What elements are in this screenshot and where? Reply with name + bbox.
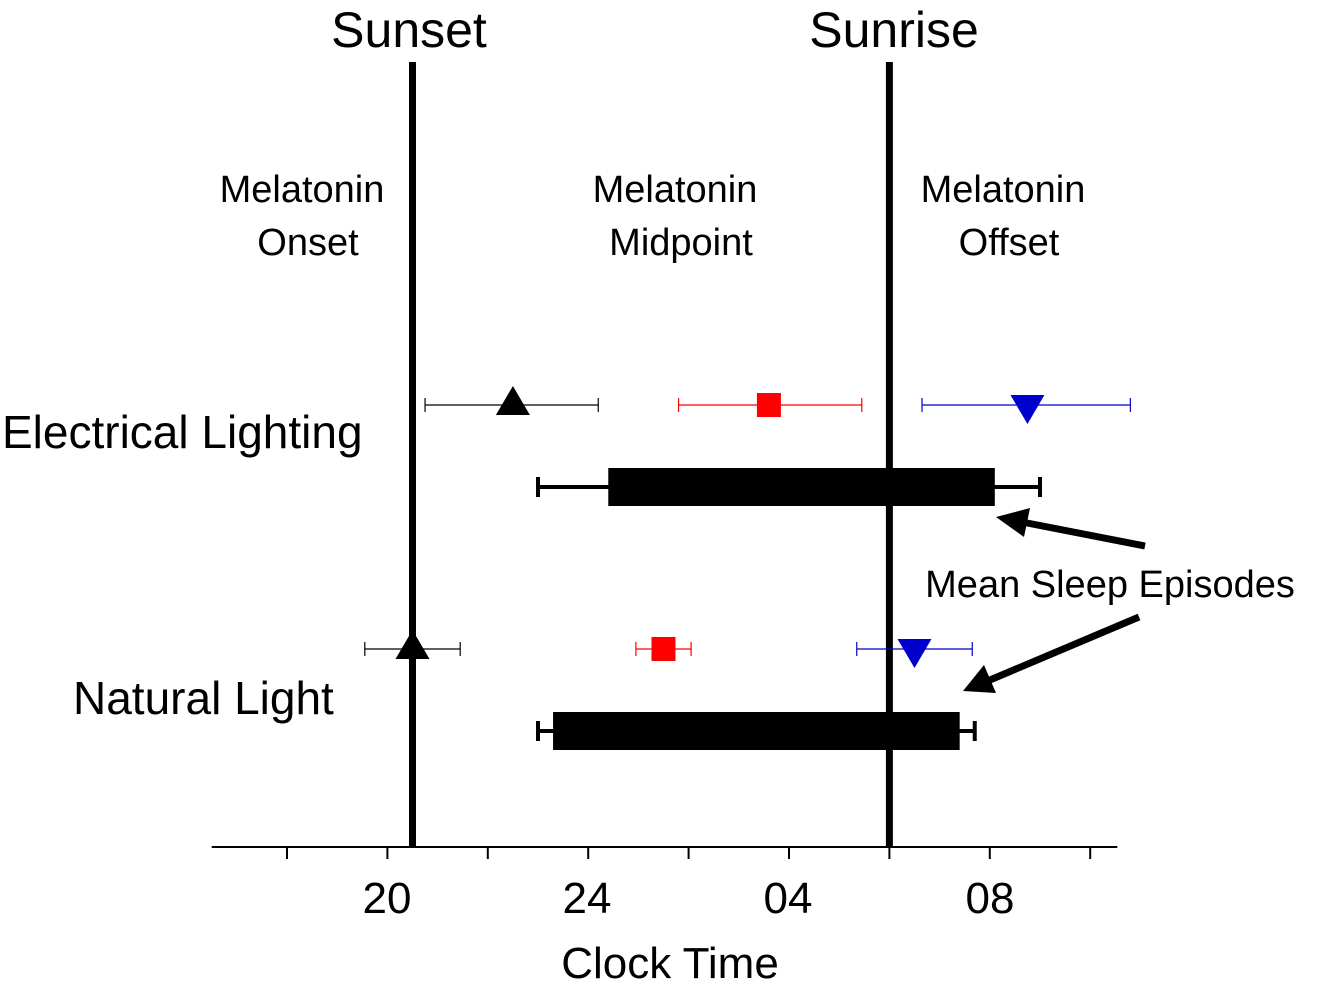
natural-offset-marker: [897, 639, 932, 668]
offset-column-label-line2: Offset: [959, 222, 1060, 264]
annotation-arrow-natural-shaft: [988, 613, 1141, 684]
natural-onset-marker: [395, 630, 430, 659]
natural-light-label: Natural Light: [73, 672, 334, 724]
x-axis: [211, 846, 1118, 859]
annotation-layer: [963, 508, 1146, 693]
sleep-bars-layer: [536, 468, 1042, 750]
annotation-arrow-electrical-head: [996, 508, 1030, 537]
annotation-arrow-electrical-shaft: [1021, 518, 1146, 550]
reference-lines-layer: [409, 62, 893, 847]
mean-sleep-episodes-label: Mean Sleep Episodes: [925, 564, 1295, 606]
x-tick-label-24: 24: [563, 874, 612, 923]
onset-column-label-line1: Melatonin: [220, 169, 385, 211]
electrical-offset-marker: [1010, 395, 1045, 424]
annotation-arrow-natural-head: [963, 665, 996, 693]
onset-column-label-line2: Onset: [257, 222, 359, 264]
electrical-sleep-bar: [608, 468, 995, 506]
electrical-lighting-label: Electrical Lighting: [2, 406, 363, 458]
natural-midpoint-marker: [651, 637, 676, 661]
natural-sleep-bar: [553, 712, 960, 750]
x-tick-label-08: 08: [966, 874, 1015, 923]
electrical-midpoint-marker: [756, 393, 781, 417]
electrical-onset-marker: [495, 386, 530, 415]
x-tick-label-20: 20: [363, 874, 412, 923]
midpoint-column-label-line1: Melatonin: [593, 169, 758, 211]
markers-layer: [364, 386, 1131, 668]
x-axis-title: Clock Time: [561, 939, 779, 988]
offset-column-label-line1: Melatonin: [921, 169, 1086, 211]
sunset-label: Sunset: [331, 2, 487, 58]
sunrise-label: Sunrise: [809, 2, 979, 58]
x-tick-label-04: 04: [764, 874, 813, 923]
midpoint-column-label-line2: Midpoint: [609, 222, 753, 264]
